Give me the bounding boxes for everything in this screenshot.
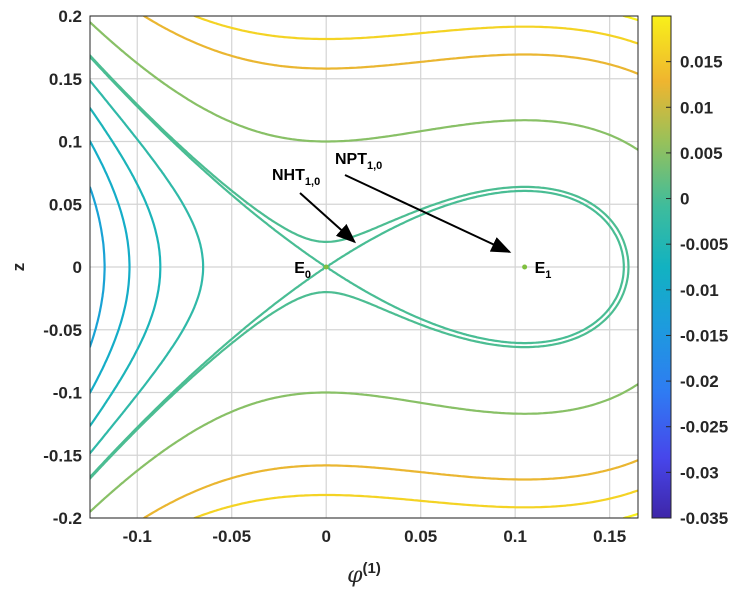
- x-tick-label: -0.05: [212, 527, 251, 546]
- x-tick-label: -0.1: [123, 527, 152, 546]
- contour-line: [193, 16, 638, 518]
- y-axis-label: z: [9, 263, 28, 272]
- x-axis-label: φ(1): [347, 560, 381, 588]
- x-tick-labels: -0.1 -0.05 0 0.05 0.1 0.15: [123, 527, 627, 546]
- colorbar-tick-labels: -0.035 -0.03 -0.025 -0.02 -0.015 -0.01 -0.005 0…: [666, 53, 728, 528]
- plot-frame: [89, 15, 639, 519]
- x-tick-label: 0.15: [593, 527, 626, 546]
- colorbar: [651, 15, 672, 519]
- colorbar-tick-label: -0.02: [680, 372, 719, 391]
- annotation-arrow: [344, 174, 512, 253]
- equilibrium-dot: [522, 264, 528, 270]
- y-tick-label: 0.05: [49, 195, 82, 214]
- colorbar-tick-label: 0: [680, 190, 689, 209]
- colorbar-tick-label: 0.015: [680, 53, 723, 72]
- y-tick-label: 0: [73, 258, 82, 277]
- y-tick-label: -0.15: [43, 446, 82, 465]
- colorbar-tick-label: -0.01: [680, 281, 719, 300]
- x-tick-label: 0: [321, 527, 330, 546]
- colorbar-tick-label: -0.015: [680, 326, 728, 345]
- x-tick-label: 0.05: [404, 527, 437, 546]
- equilibrium-dot: [323, 264, 329, 270]
- colorbar-tick-label: -0.025: [680, 418, 728, 437]
- colorbar-tick-label: 0.005: [680, 144, 723, 163]
- contour-line: [90, 21, 638, 513]
- annotation-arrow: [299, 192, 357, 244]
- colorbar-tick-label: 0.01: [680, 98, 713, 117]
- y-tick-labels: -0.2 -0.15 -0.1 -0.05 0 0.05 0.1 0.15 0.2: [43, 7, 82, 528]
- y-tick-label: -0.1: [53, 384, 82, 403]
- colorbar-tick-label: -0.035: [680, 509, 728, 528]
- y-tick-label: -0.05: [43, 321, 82, 340]
- colorbar-tick-label: -0.03: [680, 463, 719, 482]
- y-tick-label: 0.15: [49, 70, 82, 89]
- colorbar-tick-label: -0.005: [680, 235, 728, 254]
- y-tick-label: 0.2: [58, 7, 82, 26]
- y-tick-label: -0.2: [53, 509, 82, 528]
- y-tick-label: 0.1: [58, 133, 82, 152]
- x-tick-label: 0.1: [503, 527, 527, 546]
